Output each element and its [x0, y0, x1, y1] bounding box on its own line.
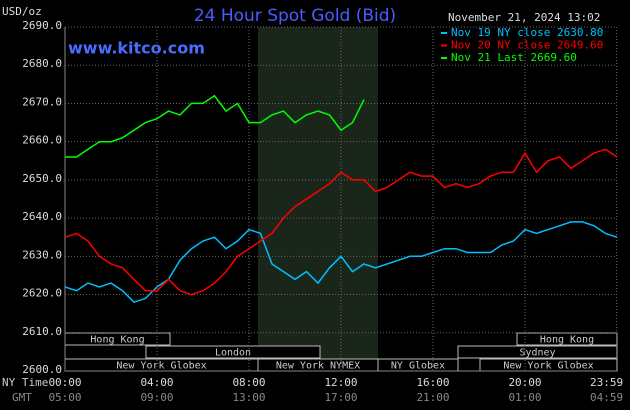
session-label: New York Globex [116, 361, 206, 372]
session-label: Sydney [519, 348, 555, 359]
trading-hours-shade [258, 27, 378, 371]
x-tick-label: 12:00 [324, 376, 357, 389]
legend-label: Nov 21 Last 2669.60 [451, 51, 577, 64]
x-axis-label: NY Time [2, 376, 48, 389]
session-label: New York NYMEX [276, 361, 360, 372]
y-axis-label: USD/oz [2, 5, 42, 18]
series-line [64, 148, 618, 296]
x2-tick-label: 04:59 [590, 391, 623, 404]
session-label: London [215, 348, 251, 359]
y-tick-label: 2600.0 [22, 363, 62, 376]
y-tick-label: 2640.0 [22, 210, 62, 223]
y-tick-label: 2650.0 [22, 172, 62, 185]
x2-tick-label: 05:00 [48, 391, 81, 404]
session-label: NY Globex [391, 361, 445, 372]
x2-tick-label: 21:00 [416, 391, 449, 404]
session-bar [145, 345, 321, 359]
x2-tick-label: 09:00 [140, 391, 173, 404]
y-tick-label: 2660.0 [22, 134, 62, 147]
x-tick-label: 16:00 [416, 376, 449, 389]
y-tick-label: 2670.0 [22, 95, 62, 108]
x-tick-label: 20:00 [508, 376, 541, 389]
session-label: Hong Kong [90, 335, 144, 346]
legend-label: Nov 19 NY close 2630.80 [451, 26, 603, 39]
y-tick-label: 2610.0 [22, 325, 62, 338]
series-line [65, 94, 365, 158]
timestamp: November 21, 2024 13:02 [448, 11, 600, 24]
y-tick-label: 2630.0 [22, 248, 62, 261]
x-tick-label: 23:59 [590, 376, 623, 389]
chart-title: 24 Hour Spot Gold (Bid) [194, 6, 396, 26]
x2-axis-label: GMT [12, 391, 32, 404]
session-label: Hong Kong [540, 335, 594, 346]
y-tick-label: 2690.0 [22, 19, 62, 32]
series-line [64, 221, 618, 304]
x-tick-label: 00:00 [48, 376, 81, 389]
y-tick-label: 2680.0 [22, 57, 62, 70]
website: www.kitco.com [68, 39, 205, 58]
legend-label: Nov 20 NY close 2649.60 [451, 39, 603, 52]
x2-tick-label: 17:00 [324, 391, 357, 404]
x2-tick-label: 01:00 [508, 391, 541, 404]
x-tick-label: 04:00 [140, 376, 173, 389]
x-tick-label: 08:00 [232, 376, 265, 389]
y-tick-label: 2620.0 [22, 287, 62, 300]
x2-tick-label: 13:00 [232, 391, 265, 404]
session-label: New York Globex [503, 361, 593, 372]
